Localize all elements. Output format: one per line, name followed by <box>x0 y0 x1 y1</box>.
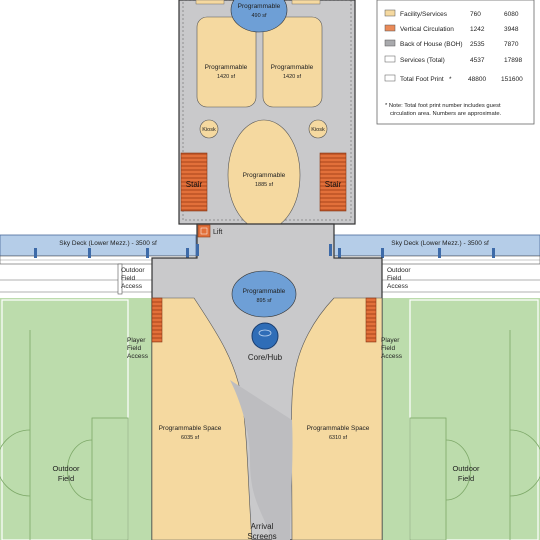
sky-deck-right: Sky Deck (Lower Mezz.) - 3500 sf <box>333 234 540 265</box>
kiosk-left <box>199 119 219 139</box>
upper-building <box>178 0 356 231</box>
left-space-label: Programmable Space <box>159 425 222 432</box>
legend-row-vertical-circulation: Vertical Circulation 1242 3948 <box>384 24 519 33</box>
outdoor-access-left-3: Access <box>121 283 143 290</box>
lower-building <box>151 223 383 540</box>
legend-row-boh: Back of House (BOH) 2535 7870 <box>384 39 519 48</box>
outdoor-field-right-label-1: Outdoor <box>452 464 480 473</box>
player-access-right-2: Field <box>381 345 395 352</box>
top-circle-label: Programmable <box>238 3 281 10</box>
outdoor-access-right-1: Outdoor <box>387 267 411 274</box>
outdoor-field-left-label-1: Outdoor <box>52 464 80 473</box>
outdoor-access-left-2: Field <box>121 275 135 282</box>
outdoor-access-left: Outdoor Field Access <box>121 267 145 290</box>
arrival-label-2: Screens <box>247 532 276 540</box>
legend-row-total-footprint: Total Foot Print * 48800 151600 <box>384 74 523 83</box>
mid-circle-label: Programmable <box>243 288 286 295</box>
outdoor-access-right: Outdoor Field Access <box>387 267 411 290</box>
oval-area: 1885 sf <box>255 182 274 188</box>
legend-col1: 2535 <box>470 41 485 48</box>
core-hub-label: Core/Hub <box>248 353 283 362</box>
stair-right-label: Stair <box>325 180 342 189</box>
right-space-area: 6310 sf <box>329 435 348 441</box>
legend-label: Facility/Services <box>400 11 448 18</box>
legend-note-line2: circulation area. Numbers are approximat… <box>390 111 502 117</box>
legend-col2: 6080 <box>504 11 519 18</box>
legend-col1: 48800 <box>468 76 486 83</box>
kiosk-left-label: Kiosk <box>202 127 216 133</box>
legend-col1: 1242 <box>470 26 485 33</box>
player-stair-left <box>151 297 163 343</box>
legend-col1: 760 <box>470 11 481 18</box>
player-access-right-1: Player <box>381 337 400 344</box>
outdoor-access-right-3: Access <box>387 283 409 290</box>
sky-deck-left: Sky Deck (Lower Mezz.) - 3500 sf <box>0 234 197 265</box>
mid-circle-area: 895 sf <box>257 298 272 304</box>
legend-col1: 4537 <box>470 57 485 64</box>
legend-col2: 7870 <box>504 41 519 48</box>
player-access-left-1: Player <box>127 337 146 344</box>
player-access-right-3: Access <box>381 353 403 360</box>
player-access-left-3: Access <box>127 353 149 360</box>
right-room-area: 1420 sf <box>283 74 302 80</box>
outdoor-field-left-label-2: Field <box>58 474 74 483</box>
legend-label: Services (Total) <box>400 57 445 64</box>
kiosk-right <box>308 119 328 139</box>
stair-left <box>180 152 208 212</box>
left-space-area: 6035 sf <box>181 435 200 441</box>
stair-right <box>319 152 347 212</box>
legend-col2: 151600 <box>501 76 523 83</box>
player-stair-right <box>365 297 377 343</box>
outdoor-access-left-1: Outdoor <box>121 267 145 274</box>
legend-col2: 17898 <box>504 57 522 64</box>
left-room-label: Programmable <box>205 64 248 71</box>
arrival-label-1: Arrival <box>251 522 274 531</box>
right-room-label: Programmable <box>271 64 314 71</box>
legend-note-line1: * Note: Total foot print number includes… <box>385 103 501 109</box>
stair-left-label: Stair <box>186 180 203 189</box>
programmable-circle-top <box>230 0 288 33</box>
outdoor-field-right: Outdoor Field <box>382 298 540 540</box>
programmable-room-right <box>262 16 323 108</box>
lift <box>197 224 211 238</box>
oval-label: Programmable <box>243 172 286 179</box>
programmable-space-right <box>291 297 383 540</box>
sky-deck-right-label: Sky Deck (Lower Mezz.) - 3500 sf <box>391 240 489 247</box>
legend-col2: 3948 <box>504 26 519 33</box>
kiosk-right-label: Kiosk <box>311 127 325 133</box>
player-access-right: Player Field Access <box>381 337 403 360</box>
player-access-left: Player Field Access <box>127 337 149 360</box>
outdoor-field-right-label-2: Field <box>458 474 474 483</box>
lift-label: Lift <box>213 229 222 236</box>
top-circle-area: 490 sf <box>252 13 267 19</box>
sky-deck-left-label: Sky Deck (Lower Mezz.) - 3500 sf <box>59 240 157 247</box>
legend-row-facility: Facility/Services 760 6080 <box>384 9 519 18</box>
legend: Facility/Services 760 6080 Vertical Circ… <box>376 0 535 125</box>
legend-row-services-total: Services (Total) 4537 17898 <box>384 55 522 64</box>
outdoor-access-right-2: Field <box>387 275 401 282</box>
programmable-room-left <box>196 16 257 108</box>
programmable-circle-mid <box>231 270 297 318</box>
player-access-left-2: Field <box>127 345 141 352</box>
outdoor-field-left: Outdoor Field <box>0 298 152 540</box>
legend-asterisk: * <box>449 76 452 83</box>
legend-label: Back of House (BOH) <box>400 41 463 48</box>
legend-label: Vertical Circulation <box>400 26 454 33</box>
left-room-area: 1420 sf <box>217 74 236 80</box>
right-space-label: Programmable Space <box>307 425 370 432</box>
legend-label: Total Foot Print <box>400 76 444 83</box>
